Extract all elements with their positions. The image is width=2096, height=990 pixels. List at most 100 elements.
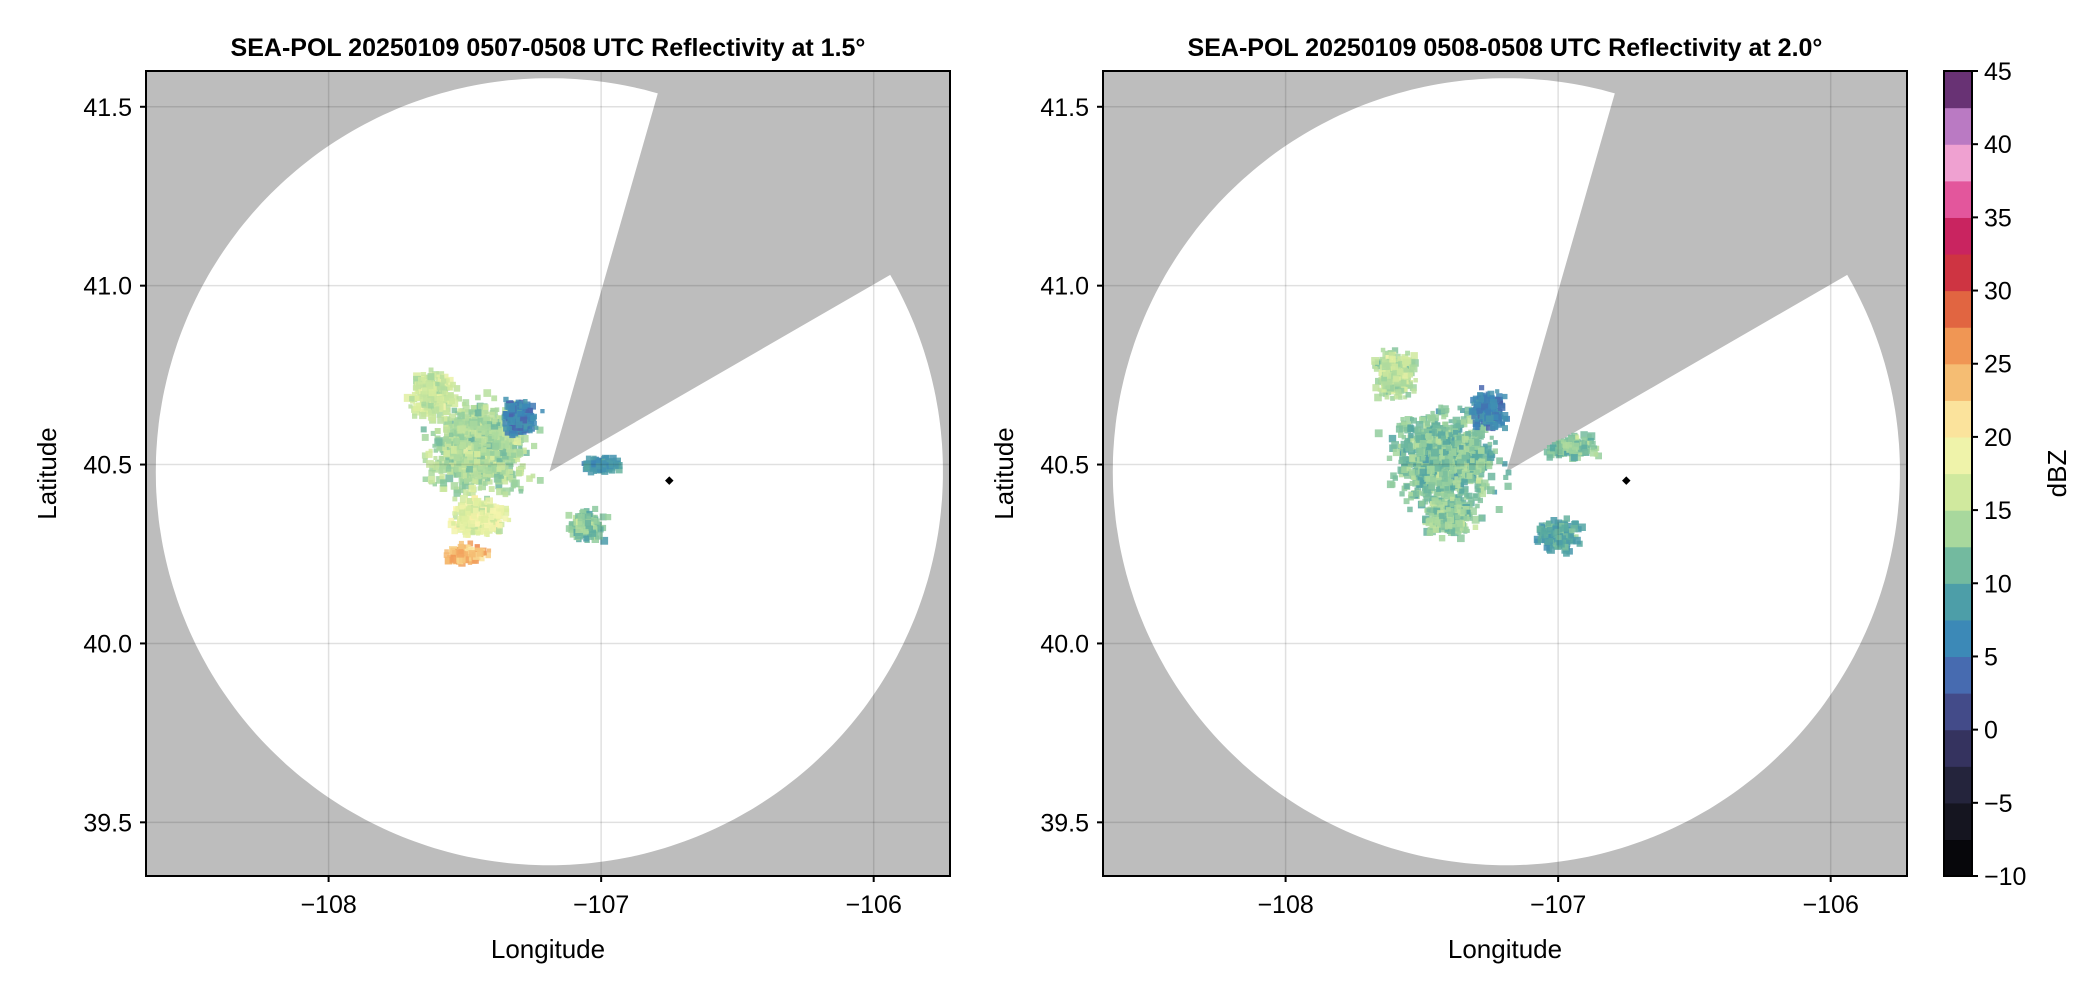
reflectivity-cell [1460,488,1468,496]
radar-panel-1: −108 −107 −10639.540.040.541.041.5SEA-POL … [32,34,951,964]
reflectivity-cell [1455,527,1460,532]
reflectivity-cell [435,381,440,387]
reflectivity-cell [1467,438,1475,446]
reflectivity-cell [486,454,492,459]
reflectivity-cell [1401,462,1409,470]
reflectivity-cell [450,482,459,490]
reflectivity-cell [427,373,435,380]
reflectivity-cell [615,466,623,474]
reflectivity-cell [482,550,487,556]
reflectivity-cell [523,399,528,404]
reflectivity-cell [491,432,499,439]
y-tick-label: 40.0 [83,630,132,658]
reflectivity-cell [588,529,597,537]
reflectivity-cell [1563,529,1569,535]
reflectivity-cell [1555,447,1563,455]
reflectivity-cell [1582,449,1589,456]
reflectivity-cell [470,413,478,421]
reflectivity-cell [416,393,424,401]
reflectivity-cell [1474,417,1480,422]
reflectivity-cell [500,440,509,449]
reflectivity-cell [1466,459,1471,464]
reflectivity-cell [1444,458,1450,464]
reflectivity-cell [447,468,454,475]
reflectivity-cell [430,397,437,404]
reflectivity-cell [466,465,473,473]
reflectivity-cell [1469,463,1476,470]
reflectivity-cell [1483,445,1492,454]
reflectivity-cell [1429,521,1437,529]
reflectivity-cell [1489,435,1494,440]
reflectivity-cell [1442,437,1451,445]
reflectivity-cell [1400,421,1408,428]
reflectivity-cell [1440,435,1446,441]
reflectivity-cell [470,490,476,497]
reflectivity-cell [1438,513,1445,519]
reflectivity-cell [1377,364,1383,370]
reflectivity-cell [1428,473,1434,480]
reflectivity-cell [1442,410,1449,418]
reflectivity-cell [504,430,510,436]
reflectivity-cell [1472,438,1480,446]
colorbar-tick-label: 15 [1984,497,2012,525]
reflectivity-cell [531,420,537,426]
reflectivity-cell [1461,435,1469,443]
reflectivity-cell [1456,477,1462,483]
reflectivity-cell [1386,455,1393,461]
reflectivity-cell [1575,435,1580,440]
colorbar-label: dBZ [2042,450,2072,498]
reflectivity-cell [428,402,434,409]
reflectivity-cell [482,404,489,411]
reflectivity-cell [496,488,504,496]
reflectivity-cell [1497,403,1506,411]
reflectivity-cell [1464,406,1472,415]
reflectivity-cell [1403,498,1410,505]
reflectivity-cell [529,402,536,410]
reflectivity-cell [457,543,465,551]
reflectivity-cell [530,473,536,479]
reflectivity-cell [588,534,594,540]
reflectivity-cell [487,504,494,511]
reflectivity-cell [1441,414,1447,420]
reflectivity-cell [453,385,461,392]
reflectivity-cell [1447,471,1454,478]
reflectivity-cell [467,560,473,565]
colorbar-bin [1944,253,1972,292]
reflectivity-cell [1495,397,1501,403]
reflectivity-cell [460,425,467,432]
reflectivity-cell [453,454,461,461]
reflectivity-cell [1556,440,1561,446]
y-tick-label: 40.0 [1040,630,1089,658]
reflectivity-cell [473,516,481,524]
reflectivity-cell [439,465,447,474]
reflectivity-cell [1423,460,1430,468]
reflectivity-cell [1548,537,1554,543]
reflectivity-cell [1431,497,1439,505]
reflectivity-cell [463,458,472,466]
reflectivity-cell [1487,441,1493,447]
reflectivity-cell [593,518,600,525]
reflectivity-cell [1477,392,1483,398]
reflectivity-cell [452,511,457,516]
reflectivity-cell [441,390,446,395]
reflectivity-cell [1568,528,1575,534]
reflectivity-cell [507,426,513,431]
reflectivity-cell [462,399,470,406]
reflectivity-cell [1563,515,1570,522]
reflectivity-cell [1495,408,1501,414]
reflectivity-cell [1386,360,1395,369]
colorbar-bin [1944,693,1972,731]
reflectivity-cell [1546,445,1553,451]
reflectivity-cell [513,416,521,424]
reflectivity-cell [1469,446,1475,452]
reflectivity-cell [455,471,462,478]
reflectivity-cell [445,466,452,472]
reflectivity-cell [457,408,462,413]
reflectivity-cell [428,388,437,397]
reflectivity-cell [448,432,454,438]
reflectivity-cell [1433,460,1440,467]
reflectivity-cell [1459,445,1464,450]
reflectivity-cell [1399,456,1407,464]
reflectivity-cell [485,497,493,506]
reflectivity-cell [1409,384,1417,392]
